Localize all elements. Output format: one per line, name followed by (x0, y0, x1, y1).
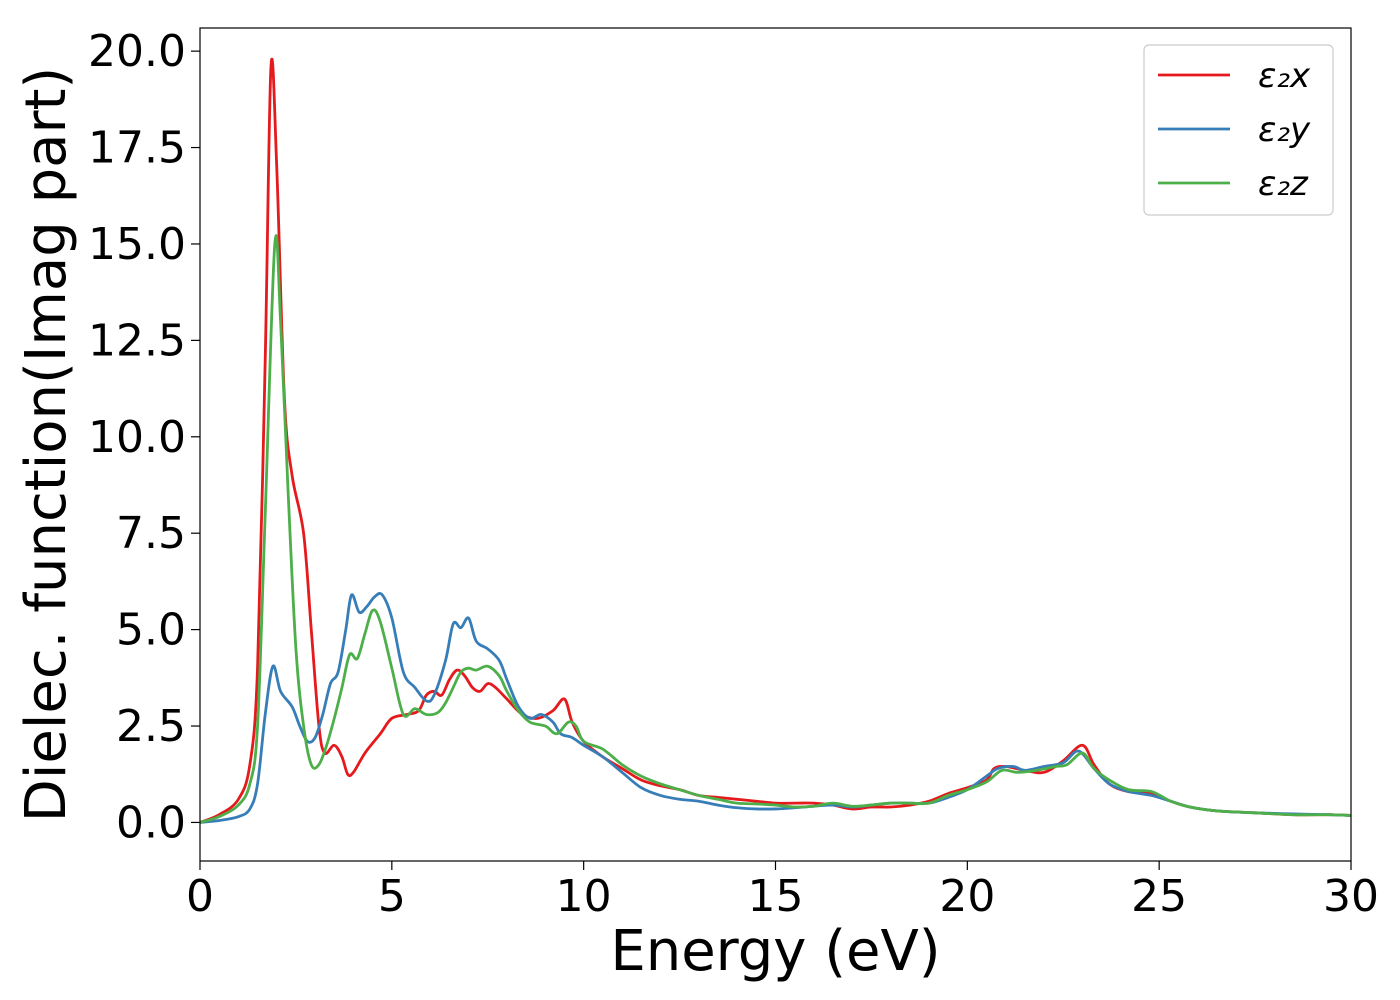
x-tick-label: 30 (1323, 871, 1379, 922)
y-tick-label: 7.5 (116, 508, 186, 559)
y-tick-label: 20.0 (88, 26, 186, 77)
series-layer (200, 57, 1351, 824)
y-tick-label: 17.5 (88, 123, 186, 174)
y-tick-label: 12.5 (88, 315, 186, 366)
x-tick-label: 5 (378, 871, 406, 922)
y-tick-label: 2.5 (116, 701, 186, 752)
y-axis-label: Dielec. function(Imag part) (14, 67, 79, 823)
x-tick-label: 10 (556, 871, 612, 922)
x-tick-label: 15 (748, 871, 804, 922)
legend-label: ε₂x (1258, 56, 1311, 96)
legend-label: ε₂z (1258, 164, 1309, 204)
x-tick-label: 0 (186, 871, 214, 922)
y-tick-label: 5.0 (116, 605, 186, 656)
x-axis: 0 5 10 15 20 25 30 (186, 861, 1379, 922)
y-axis: 0.0 2.5 5.0 7.5 10.0 12.5 15.0 17.5 20.0 (88, 26, 200, 848)
series-line-2 (200, 592, 1351, 824)
legend-label: ε₂y (1258, 110, 1311, 150)
series-line-3 (200, 234, 1351, 824)
y-tick-label: 15.0 (88, 219, 186, 270)
y-tick-label: 10.0 (88, 412, 186, 463)
legend: ε₂x ε₂y ε₂z (1143, 44, 1334, 216)
x-tick-label: 20 (939, 871, 995, 922)
series-line-1 (200, 57, 1351, 824)
y-tick-label: 0.0 (116, 797, 186, 848)
legend-box (1143, 44, 1334, 216)
x-axis-label: Energy (eV) (610, 919, 940, 984)
x-tick-label: 25 (1131, 871, 1187, 922)
